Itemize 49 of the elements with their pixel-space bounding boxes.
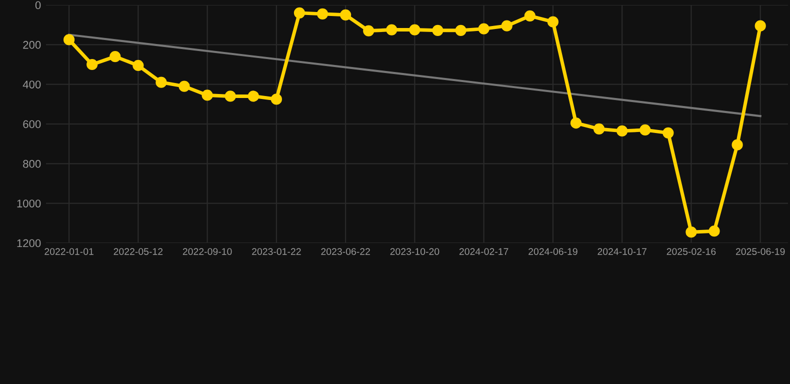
x-tick-label: 2022-01-01	[44, 248, 94, 255]
x-tick-label: 2024-06-19	[528, 248, 578, 255]
x-tick-label: 2022-09-10	[182, 248, 232, 255]
point	[316, 8, 328, 20]
point	[570, 117, 582, 129]
x-tick-label: 2024-10-17	[598, 248, 646, 255]
point	[754, 20, 766, 32]
y-tick-label: 1000	[17, 200, 41, 208]
point	[708, 226, 720, 237]
x-tick-label: 2023-10-20	[390, 248, 440, 255]
x-tick-label: 2023-06-22	[321, 248, 370, 255]
point	[501, 20, 512, 32]
point	[686, 226, 697, 238]
point	[132, 60, 144, 72]
point	[340, 9, 352, 20]
y-tick-label: 600	[23, 120, 41, 128]
point	[363, 25, 374, 36]
point	[524, 10, 536, 22]
point	[386, 24, 398, 36]
point	[248, 90, 259, 102]
point	[224, 90, 236, 102]
point	[156, 76, 167, 88]
point	[409, 24, 420, 36]
y-tick-label: 200	[23, 40, 41, 49]
point	[63, 34, 75, 46]
point	[732, 139, 743, 150]
point	[662, 127, 674, 138]
y-tick-label: 400	[22, 80, 41, 88]
y-tick-label: 1200	[17, 239, 41, 248]
point	[110, 51, 121, 62]
point	[616, 125, 628, 136]
point	[178, 80, 190, 92]
point	[202, 90, 213, 101]
y-tick-label: 800	[23, 160, 41, 168]
x-tick-label: 2022-05-12	[114, 248, 163, 255]
point	[640, 124, 651, 136]
point	[593, 123, 605, 135]
point	[294, 7, 306, 18]
point	[455, 24, 466, 36]
point	[432, 24, 444, 36]
x-tick-label: 2025-06-19	[736, 248, 785, 255]
point	[270, 94, 282, 105]
point	[478, 23, 490, 34]
point	[86, 58, 98, 70]
point	[547, 16, 559, 28]
x-tick-label: 2024-02-17	[459, 248, 508, 255]
x-tick-label: 2023-01-22	[252, 248, 301, 255]
x-tick-label: 2025-02-16	[666, 248, 716, 255]
y-tick-label: 0	[35, 1, 41, 10]
